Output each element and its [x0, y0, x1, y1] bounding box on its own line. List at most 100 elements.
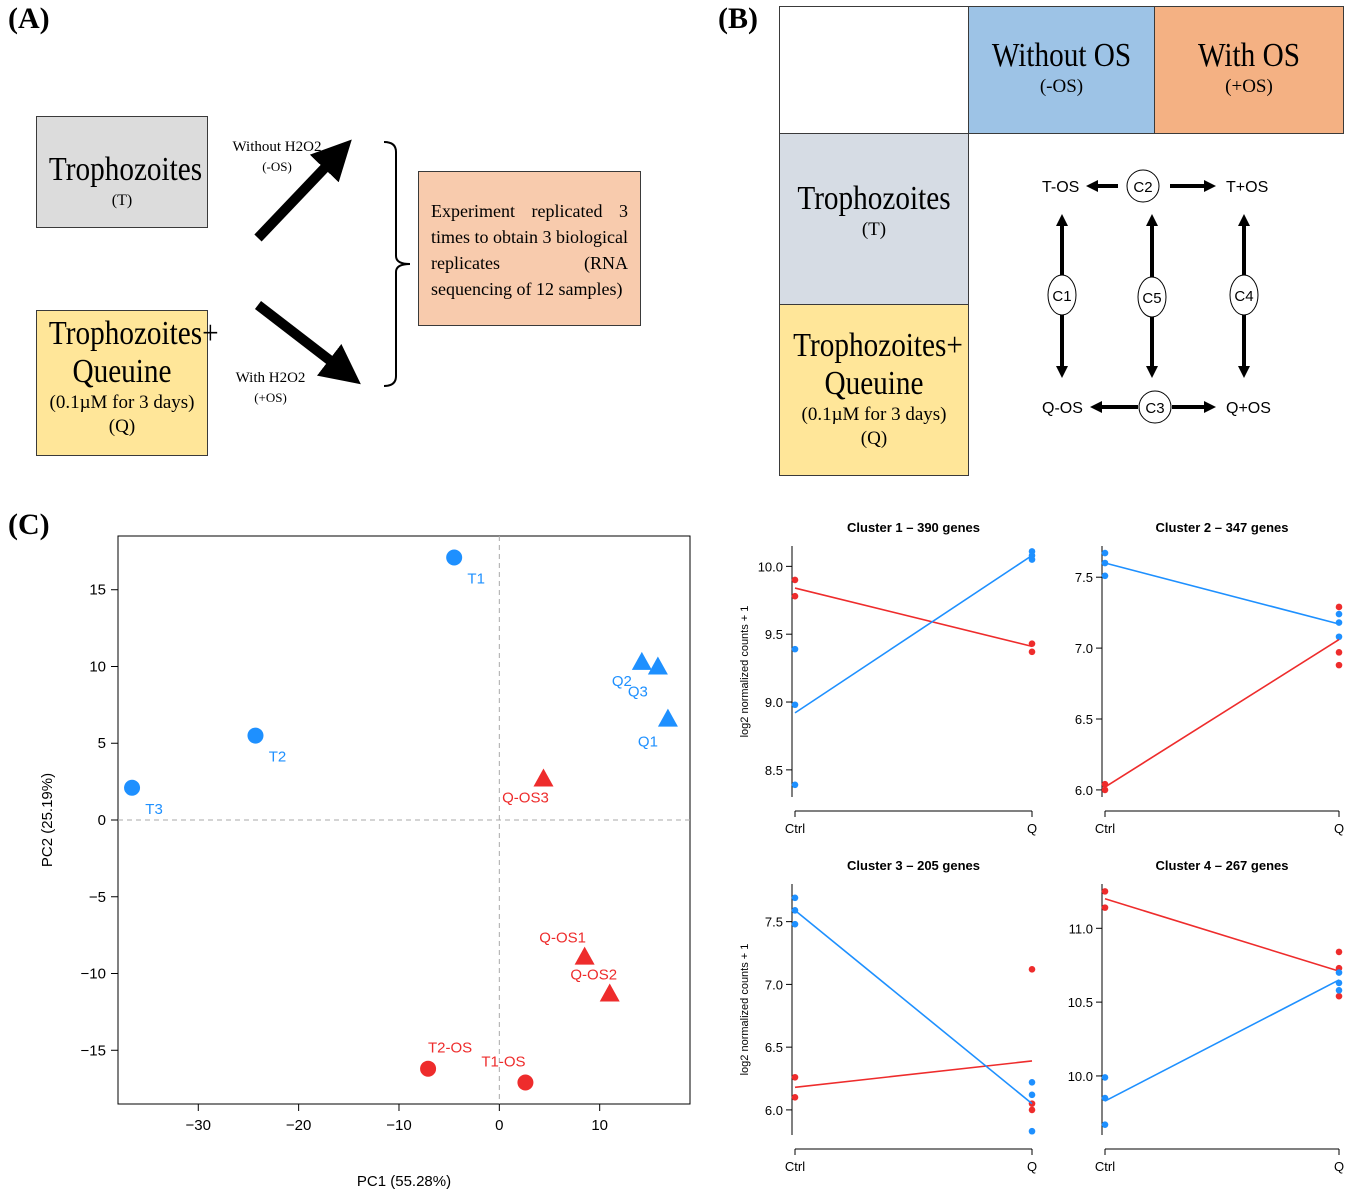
cluster-title: Cluster 2 – 347 genes	[1156, 520, 1289, 535]
data-point	[1101, 780, 1109, 788]
panel-c-label: (C)	[8, 508, 50, 541]
data-point	[791, 576, 799, 584]
x-tick-label: Q	[1334, 821, 1344, 836]
data-point	[1335, 979, 1343, 987]
point-q-os1	[574, 946, 595, 965]
queuine-row-abbr: (Q)	[860, 428, 888, 449]
data-point	[1101, 1121, 1109, 1128]
trophozoites-row-box: Trophozoites (T)	[779, 133, 969, 305]
queuine-abbr: (Q)	[108, 416, 136, 437]
y-axis-label: log2 normalized counts + 1	[739, 944, 751, 1076]
cluster-title: Cluster 3 – 205 genes	[847, 858, 980, 873]
y-tick-label: 10.0	[758, 559, 783, 574]
without-os-title: Without OS	[991, 37, 1132, 74]
data-point	[791, 894, 799, 902]
queuine-row-title-2: Queuine	[824, 365, 924, 402]
trophozoites-row-title: Trophozoites	[797, 180, 951, 217]
point-label: T2	[269, 749, 287, 766]
without-h2o2-sub: (-OS)	[262, 159, 292, 174]
data-point	[1101, 786, 1109, 794]
without-h2o2-label: Without H2O2 (-OS)	[222, 137, 332, 177]
y-tick-label: 8.5	[765, 763, 783, 778]
without-h2o2-text: Without H2O2	[232, 139, 322, 155]
data-point	[1335, 969, 1343, 976]
data-point	[1101, 888, 1109, 895]
point-q-os3	[533, 768, 554, 787]
data-point	[1335, 610, 1343, 618]
experiment-box: Experiment replicated 3 times to obtain …	[418, 171, 641, 326]
data-point	[1335, 619, 1343, 626]
data-point	[1028, 1078, 1036, 1086]
cluster-title: Cluster 1 – 390 genes	[847, 520, 980, 535]
point-label: Q-OS2	[570, 966, 617, 983]
queuine-title-1: Trophozoites+	[48, 315, 219, 352]
data-point	[791, 645, 799, 653]
trend-line	[794, 909, 1033, 1105]
point-label: Q2	[612, 673, 632, 690]
data-point	[1101, 549, 1109, 557]
x-tick-label: Ctrl	[1095, 1159, 1115, 1174]
cluster-2-plot: Cluster 2 – 347 genes Ctrl Q 6.0 6.5 7.0 7.5	[1075, 520, 1344, 836]
panel-a-label: (A)	[8, 2, 50, 35]
point-q1	[657, 708, 678, 727]
y-tick-label: 10.0	[1068, 1069, 1093, 1084]
with-os-abbr: (+OS)	[1225, 76, 1273, 97]
y-tick-label: 7.0	[1075, 641, 1093, 656]
trophozoites-box: Trophozoites (T)	[36, 116, 208, 228]
point-label: Q3	[628, 683, 648, 700]
data-point	[1028, 556, 1036, 563]
c4-label: C4	[1234, 288, 1253, 305]
point-t3	[124, 779, 141, 796]
queuine-row-dose: (0.1µM for 3 days)	[801, 404, 947, 425]
data-point	[1028, 648, 1036, 656]
y-axis-label: log2 normalized counts + 1	[739, 606, 751, 738]
queuine-row-title-1: Trophozoites+	[793, 327, 963, 364]
c5-label: C5	[1142, 290, 1161, 307]
data-point	[791, 1073, 799, 1081]
point-q2	[631, 651, 652, 670]
point-t1	[446, 549, 463, 566]
cluster-4-plot: Cluster 4 – 267 genes Ctrl Q 10.0 10.5 11.0	[1068, 858, 1344, 1174]
c3-ellipse	[1138, 390, 1172, 424]
y-tick-label: 0	[98, 812, 106, 829]
point-q3	[647, 656, 668, 675]
x-tick-label: Q	[1027, 821, 1037, 836]
x-axis-label: PC1 (55.28%)	[357, 1173, 451, 1190]
x-tick-label: 10	[591, 1117, 608, 1134]
with-os-header: With OS (+OS)	[1154, 6, 1344, 134]
queuine-dose: (0.1µM for 3 days)	[49, 392, 195, 413]
point-label: T2-OS	[428, 1040, 472, 1057]
queuine-box: Trophozoites+ Queuine (0.1µM for 3 days)…	[36, 310, 219, 456]
y-tick-label: 11.0	[1069, 921, 1093, 936]
x-tick-label: −20	[286, 1117, 311, 1134]
curly-brace	[383, 141, 411, 387]
data-point	[1028, 1127, 1036, 1135]
x-tick-label: −30	[186, 1117, 211, 1134]
y-tick-label: 6.0	[1075, 783, 1093, 798]
trend-line	[794, 587, 1033, 648]
point-t2-os	[420, 1060, 437, 1077]
y-tick-label: 5	[98, 735, 106, 752]
trend-line	[794, 554, 1033, 714]
point-label: Q-OS3	[502, 790, 549, 807]
pca-scatter-plot: −30 −20 −10 0 10 15 10 5 0 −5 −10 −15 PC1 (55.28%) PC…	[39, 535, 691, 1190]
cluster-3-plot: Cluster 3 – 205 genes Ctrl Q 6.0 6.5 7.0 7.5 lo…	[739, 858, 1037, 1174]
data-point	[791, 1094, 799, 1101]
without-os-abbr: (-OS)	[1039, 76, 1084, 97]
data-point	[1101, 1094, 1109, 1102]
point-label: T1-OS	[481, 1054, 525, 1071]
comparison-diagram: T-OS T+OS Q-OS Q+OS C2 C3 C1 C5 C4	[1042, 169, 1271, 424]
data-point	[1028, 1106, 1036, 1114]
node-t-plus-os: T+OS	[1226, 179, 1268, 196]
c5-ellipse	[1137, 276, 1167, 318]
data-point	[1335, 633, 1343, 641]
with-h2o2-sub: (+OS)	[254, 390, 287, 405]
data-point	[1101, 559, 1109, 567]
y-tick-label: 10	[89, 658, 106, 675]
node-t-minus-os: T-OS	[1042, 179, 1079, 196]
data-point	[1101, 572, 1109, 580]
data-point	[791, 781, 799, 789]
x-tick-label: −10	[386, 1117, 411, 1134]
point-label: T3	[145, 801, 163, 818]
y-tick-label: 7.5	[1075, 570, 1093, 585]
